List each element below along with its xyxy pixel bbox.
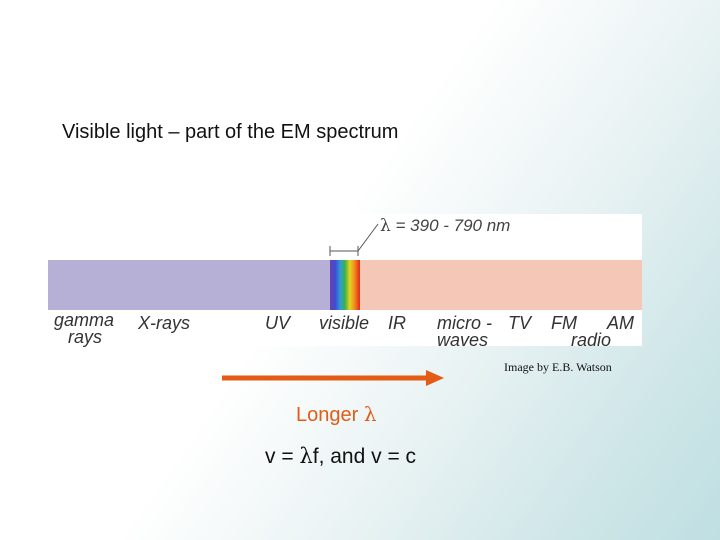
longer-label-lambda: λ: [363, 402, 377, 426]
label-rays: rays: [68, 327, 103, 347]
wavelength-range: λ = 390 - 790 nm: [380, 216, 510, 236]
label-uv: UV: [265, 313, 291, 333]
label-micro: micro -: [437, 313, 492, 333]
short-wavelength-band: [48, 260, 330, 310]
long-wavelength-band: [360, 260, 642, 310]
wavelength-pointer: [329, 223, 379, 256]
longer-wavelength-arrow: [222, 370, 444, 386]
em-spectrum-diagram: λ = 390 - 790 nm gamma rays X-rays UV vi…: [48, 214, 642, 350]
label-waves: waves: [437, 330, 489, 350]
image-credit: Image by E.B. Watson: [504, 360, 612, 374]
equation-lambda: λ: [299, 444, 313, 468]
wave-equation: v = λf, and v = c: [265, 444, 416, 469]
longer-wavelength-label: Longer λ: [296, 402, 377, 427]
label-tv: TV: [508, 313, 532, 333]
label-am: AM: [607, 313, 634, 333]
label-xrays: X-rays: [138, 313, 191, 333]
label-fm: FM: [551, 313, 577, 333]
label-ir: IR: [388, 313, 406, 333]
label-visible: visible: [319, 313, 370, 333]
equation-part2: f, and v = c: [312, 445, 417, 468]
longer-label-text: Longer: [296, 404, 364, 426]
slide-title: Visible light – part of the EM spectrum: [62, 121, 399, 143]
lambda-symbol: λ: [380, 216, 391, 236]
equation-part1: v =: [265, 445, 300, 468]
label-radio: radio: [571, 330, 612, 350]
wavelength-range-value: = 390 - 790 nm: [395, 216, 511, 235]
visible-light-band: [330, 260, 360, 310]
label-gamma: gamma: [54, 310, 115, 330]
